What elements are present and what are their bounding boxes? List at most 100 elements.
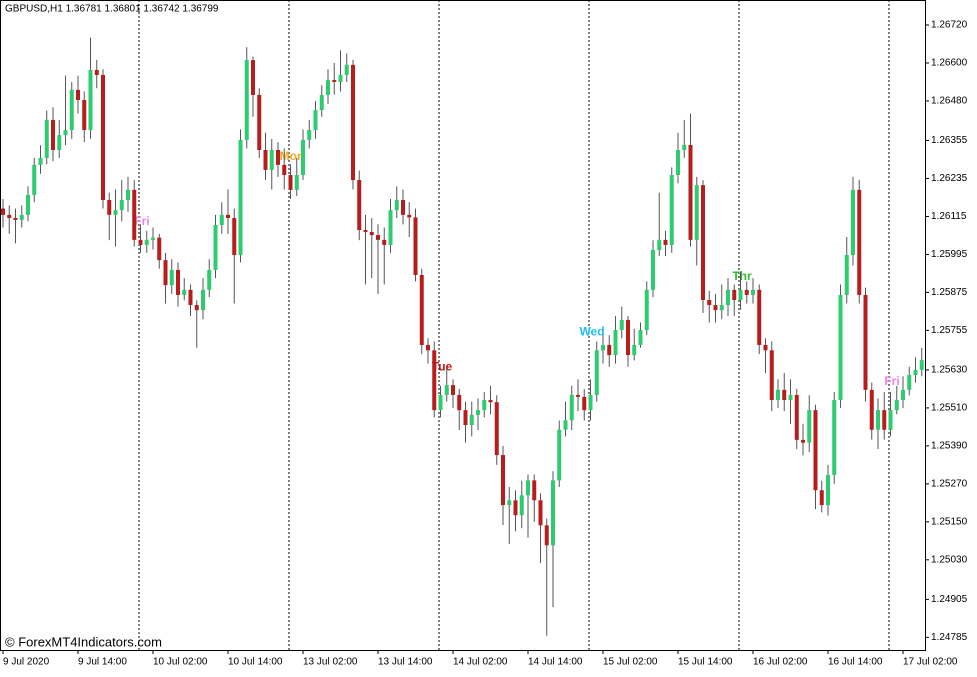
x-tick-label: 9 Jul 14:00: [78, 657, 127, 668]
x-tick-label: 13 Jul 02:00: [303, 657, 358, 668]
candle-body: [357, 180, 362, 231]
candle-body: [369, 231, 374, 236]
candle-body: [157, 237, 162, 261]
candle-body: [176, 269, 180, 295]
candle-body: [763, 344, 768, 351]
candle-body: [426, 344, 430, 351]
candle-body: [813, 410, 818, 491]
candle-body: [63, 130, 68, 136]
candle-body: [451, 385, 455, 395]
candle-body: [288, 175, 293, 190]
day-label: Thr: [732, 269, 752, 283]
candle-body: [819, 490, 824, 506]
candle-body: [876, 410, 880, 430]
y-tick-label: 1.24905: [931, 594, 968, 605]
candle-body: [513, 500, 518, 516]
candle-body: [576, 394, 580, 397]
y-tick-label: 1.26355: [931, 135, 968, 146]
candle-body: [219, 214, 224, 225]
candle-body: [657, 239, 662, 250]
y-tick-label: 1.25270: [931, 479, 968, 490]
candle-body: [169, 269, 174, 286]
candle-body: [294, 175, 299, 190]
candle-body: [688, 144, 693, 240]
x-tick-label: 16 Jul 14:00: [828, 657, 883, 668]
candle-body: [769, 350, 774, 400]
candle-body: [488, 400, 493, 403]
candle-body: [307, 130, 312, 140]
candle-body: [326, 80, 330, 95]
candle-body: [232, 218, 237, 256]
plot-frame: [0, 0, 926, 651]
candle-body: [76, 89, 80, 100]
candle-body: [526, 480, 530, 496]
candle-body: [313, 110, 318, 131]
x-tick-label: 10 Jul 02:00: [153, 657, 208, 668]
candle-body: [13, 218, 18, 220]
candle-body: [744, 289, 749, 295]
y-tick-label: 1.25995: [931, 249, 968, 260]
x-tick-label: 9 Jul 2020: [3, 657, 50, 668]
candle-body: [482, 400, 487, 411]
candle-body: [407, 214, 412, 218]
y-tick-label: 1.25875: [931, 287, 968, 298]
candle-body: [694, 185, 699, 240]
candle-body: [601, 344, 605, 351]
candle-body: [301, 139, 305, 175]
candle-body: [544, 525, 549, 546]
candle-body: [882, 410, 887, 430]
candle-body: [682, 144, 687, 150]
y-tick-label: 1.25510: [931, 403, 968, 414]
candle-body: [38, 157, 43, 165]
y-tick-label: 1.25030: [931, 554, 968, 565]
candle-body: [7, 214, 12, 219]
y-tick-label: 1.26600: [931, 58, 968, 69]
candle-body: [851, 189, 855, 256]
candle-body: [94, 69, 99, 75]
candle-body: [501, 455, 505, 506]
candle-body: [276, 150, 280, 165]
y-tick-label: 1.25755: [931, 325, 968, 336]
candle-body: [757, 289, 762, 345]
candle-body: [913, 369, 918, 375]
candle-body: [857, 189, 862, 295]
x-tick-label: 15 Jul 14:00: [678, 657, 733, 668]
candle-body: [919, 360, 924, 370]
candle-body: [632, 344, 637, 356]
candle-body: [594, 350, 599, 395]
candle-body: [619, 319, 624, 331]
x-tick-label: 13 Jul 14:00: [378, 657, 433, 668]
candle-body: [494, 402, 499, 456]
candle-body: [638, 330, 643, 345]
candle-body: [382, 239, 387, 245]
candle-body: [113, 210, 118, 215]
candle-body: [269, 150, 274, 170]
candle-body: [738, 289, 743, 300]
candle-body: [201, 289, 205, 311]
candle-body: [844, 255, 849, 295]
candle-body: [244, 60, 249, 140]
candle-body: [107, 200, 112, 215]
candle-body: [557, 429, 562, 481]
candle-body: [194, 305, 199, 311]
candle-body: [44, 119, 49, 158]
candle-body: [138, 239, 143, 245]
candle-body: [626, 319, 630, 356]
candle-body: [213, 225, 218, 270]
candle-body: [707, 300, 712, 306]
candle-body: [726, 289, 730, 306]
candle-body: [582, 396, 587, 411]
y-tick-label: 1.25390: [931, 441, 968, 452]
candle-body: [794, 394, 799, 440]
candle-body: [351, 64, 355, 181]
candle-body: [438, 394, 443, 411]
candle-body: [863, 294, 868, 390]
candle-body: [263, 150, 268, 170]
candle-body: [888, 410, 893, 430]
candle-body: [588, 394, 593, 411]
candle-body: [19, 214, 24, 220]
candle-body: [669, 175, 674, 245]
candle-body: [519, 495, 524, 516]
candle-body: [151, 237, 155, 240]
candle-body: [182, 289, 187, 295]
